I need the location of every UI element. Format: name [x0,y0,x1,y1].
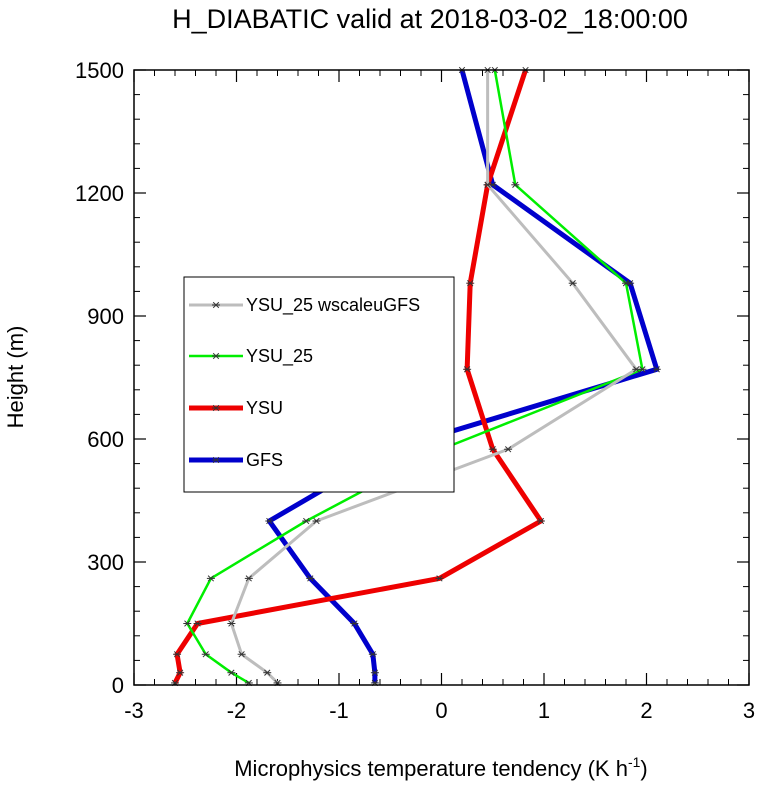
plot-frame [133,69,750,686]
data-point-marker [302,517,311,525]
marker-d2 [463,366,471,373]
data-point-marker [435,575,444,582]
data-point-marker [483,181,492,188]
y-tick-label: 1200 [75,181,124,206]
y-axis-label: Height (m) [3,326,28,429]
marker-d2 [207,575,215,582]
x-tick-label: -3 [124,698,144,723]
marker-d2 [351,620,358,627]
x-tick-label: -1 [329,698,349,723]
marker-d2 [202,651,209,658]
x-tick-label: 3 [743,698,755,723]
legend-marker-d2 [212,352,220,360]
y-tick-label: 0 [112,673,124,698]
marker-d2 [194,620,201,627]
marker-d2 [512,181,519,188]
marker-d2 [633,366,640,373]
x-axis-label: Microphysics temperature tendency (K h-1… [234,754,648,781]
data-point-marker [466,280,475,287]
marker-d2 [176,669,184,676]
marker-d2 [489,446,496,453]
marker-d2 [313,517,320,525]
x-tick-label: 1 [538,698,550,723]
x-tick-label: 2 [640,698,652,723]
y-tick-label: 900 [87,304,124,329]
marker-d2 [504,446,512,453]
data-point-marker [350,620,359,627]
data-point-marker [263,669,272,676]
marker-d2 [484,181,491,188]
y-tick-label: 600 [87,427,124,452]
marker-d2 [228,669,235,676]
marker-d2 [371,669,379,676]
x-axis-label-main: Microphysics temperature tendency (K h [234,756,628,781]
marker-d2 [622,280,630,287]
data-point-marker [312,517,321,525]
data-point-marker [227,620,236,627]
legend: YSU_25 wscaleuGFS YSU_25 YSU GFS [183,276,455,493]
data-point-marker [368,651,377,658]
marker-d2 [569,280,576,287]
legend-marker-d2 [212,404,220,412]
legend-item: YSU_25 wscaleuGFS [189,295,420,316]
marker-d2 [653,366,660,373]
marker-d2 [639,366,646,373]
y-tick-label: 300 [87,550,124,575]
marker-d2 [264,669,271,676]
data-point-marker [206,575,215,582]
data-point-marker [193,620,202,627]
marker-d2 [369,651,376,658]
marker-d2 [245,575,252,582]
marker-d2 [436,575,443,582]
legend-label: GFS [246,450,283,470]
data-point-marker [568,280,577,287]
data-point-marker [536,517,545,525]
legend-item: YSU_25 [189,346,313,367]
legend-marker-d2 [212,301,220,309]
legend-box [183,276,455,493]
y-tick-label: 1500 [75,58,124,83]
legend-label: YSU [246,398,283,418]
marker-d2 [238,651,245,658]
x-axis-label-end: ) [640,756,647,781]
data-point-marker [622,280,630,287]
data-point-marker [511,181,520,188]
legend-item: GFS [189,450,283,470]
data-point-marker [176,669,185,676]
marker-d2 [173,651,181,658]
chart-title: H_DIABATIC valid at 2018-03-02_18:00:00 [172,4,688,34]
data-point-marker [227,669,236,676]
data-point-marker [632,366,641,373]
data-point-marker [183,620,192,627]
x-axis-label-superscript: -1 [628,754,641,770]
marker-d2 [184,620,191,627]
data-point-marker [306,575,315,582]
x-tick-label: -2 [227,698,247,723]
data-point-marker [173,651,182,658]
data-point-marker [370,669,379,676]
marker-d2 [307,575,314,582]
data-point-marker [652,366,661,373]
data-point-marker [504,446,513,453]
data-point-marker [463,366,472,373]
marker-d2 [228,620,235,627]
data-point-marker [237,651,246,658]
legend-marker-d2 [212,456,220,464]
data-point-marker [201,651,210,658]
marker-d2 [467,280,474,287]
data-point-marker [488,446,497,453]
marker-d2 [537,517,545,525]
legend-item: YSU [189,398,283,418]
legend-label: YSU_25 wscaleuGFS [246,295,420,316]
legend-label: YSU_25 [246,346,313,367]
marker-d2 [266,517,273,525]
marker-d2 [303,517,310,525]
data-point-marker [265,517,274,525]
data-point-marker [244,575,253,582]
plot-area: -3 -2 -1 0 1 2 3 0 300 600 900 1200 1500 YSU_25 wscal… [75,58,755,723]
x-tick-label: 0 [435,698,447,723]
